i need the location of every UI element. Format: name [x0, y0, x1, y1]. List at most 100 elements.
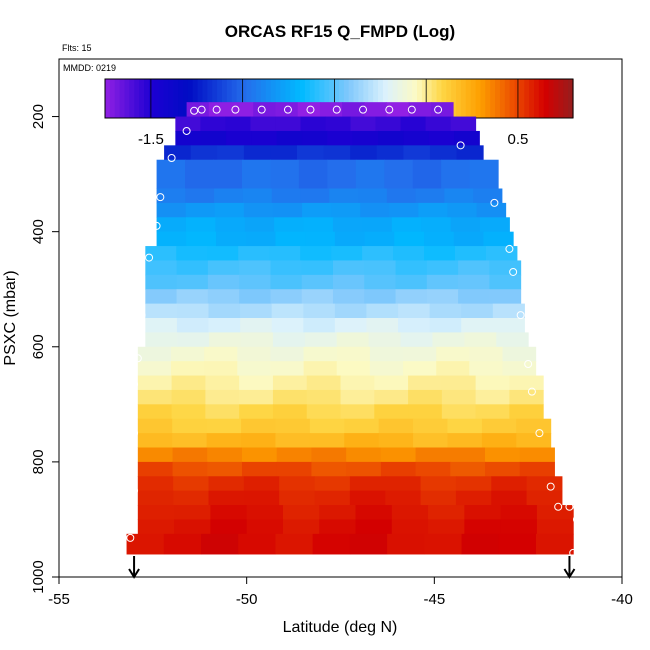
heatmap-cell [311, 461, 347, 477]
heatmap-cell [304, 332, 338, 348]
colorbar-swatch [300, 79, 306, 118]
heatmap-cell [374, 375, 409, 391]
heatmap-cell [241, 332, 274, 348]
heatmap-cell [172, 447, 208, 463]
heatmap-cell [428, 519, 465, 535]
heatmap-cell [204, 361, 238, 377]
heatmap-cell [137, 418, 173, 434]
heatmap-cell [450, 447, 486, 463]
heatmap-cell [432, 332, 465, 348]
x-tick-label: -55 [48, 591, 70, 608]
colorbar-swatch [412, 79, 418, 118]
heatmap-cell [300, 246, 332, 261]
heatmap-cell [447, 433, 483, 448]
heatmap-cell [415, 461, 451, 477]
heatmap-cell [450, 461, 486, 477]
heatmap-cell [426, 260, 459, 276]
colorbar-swatch [173, 79, 179, 118]
colorbar-swatch [290, 79, 296, 118]
heatmap-cell [485, 447, 521, 463]
heatmap-cell [201, 533, 239, 555]
heatmap-cell [334, 318, 367, 333]
heatmap-cell [205, 389, 240, 405]
heatmap-cell [413, 418, 448, 434]
heatmap-cell [204, 346, 238, 362]
heatmap-cell [241, 461, 278, 477]
heatmap-cell [334, 303, 367, 319]
heatmap-cell [200, 116, 226, 132]
sample-point [130, 486, 139, 495]
heatmap-cell [239, 289, 271, 305]
heatmap-cell [271, 303, 304, 319]
heatmap-cell [269, 246, 301, 261]
heatmap-cell [145, 303, 178, 319]
heatmap-cell [519, 461, 555, 477]
colorbar-swatch [246, 79, 252, 118]
heatmap-cell [176, 303, 210, 319]
heatmap-cell [272, 332, 306, 348]
heatmap-cell [271, 318, 304, 333]
heatmap-cell [475, 404, 510, 420]
heatmap-cell [535, 533, 574, 555]
heatmap-cell [364, 102, 387, 118]
heatmap-cell [303, 217, 334, 233]
heatmap-layers [126, 102, 574, 555]
heatmap-cell [243, 202, 274, 218]
heatmap-cell [502, 361, 537, 377]
heatmap-cell [270, 346, 305, 362]
heatmap-cell [378, 433, 414, 448]
colorbar-swatch [275, 79, 282, 118]
colorbar-swatch [568, 79, 574, 118]
colorbar-swatch [144, 79, 150, 118]
heatmap-cell [301, 260, 334, 276]
colorbar-swatch [373, 79, 379, 118]
heatmap-cell [519, 447, 555, 463]
heatmap-cell [309, 418, 345, 434]
colorbar-swatch [470, 79, 477, 118]
flight-arrow-head [128, 568, 140, 579]
colorbar-swatch [207, 79, 213, 118]
colorbar-swatch [480, 79, 486, 118]
heatmap-cell [364, 260, 397, 276]
heatmap-cell [358, 188, 388, 204]
sample-point [126, 533, 135, 542]
heatmap-cell [461, 533, 500, 555]
heatmap-cell [270, 361, 305, 377]
sample-point [359, 105, 368, 114]
sample-point [505, 244, 514, 253]
sample-point [569, 548, 578, 557]
heatmap-cell [272, 404, 308, 420]
colorbar [104, 78, 574, 119]
heatmap-cell [426, 289, 459, 305]
heatmap-cell [177, 332, 210, 348]
heatmap-cell [485, 461, 521, 477]
colorbar-swatch [397, 79, 403, 118]
colorbar-swatch [192, 79, 199, 118]
heatmap-cell [305, 231, 336, 247]
heatmap-cell [376, 145, 404, 161]
colorbar-swatch [534, 79, 540, 118]
heatmap-cell [415, 447, 451, 463]
heatmap-cell [340, 375, 375, 391]
heatmap-cell [332, 217, 363, 233]
colorbar-swatch [319, 79, 325, 118]
colorbar-swatch [563, 79, 569, 118]
heatmap-cell [275, 102, 299, 118]
colorbar-swatch [363, 79, 369, 118]
heatmap-cell [225, 116, 251, 132]
heatmap-cell [239, 274, 271, 290]
colorbar-swatch [426, 79, 433, 118]
heatmap-cell [176, 318, 210, 333]
heatmap-cell [297, 145, 325, 161]
heatmap-cell [145, 246, 177, 261]
heatmap-cell [386, 188, 417, 204]
heatmap-cell [270, 274, 303, 290]
heatmap-cell [455, 476, 492, 492]
heatmap-cell [240, 303, 273, 319]
heatmap-cell [270, 260, 303, 276]
heatmap-cell [458, 260, 490, 276]
heatmap-cell [418, 202, 448, 218]
heatmap-cell [336, 332, 370, 348]
heatmap-cell [270, 145, 298, 161]
heatmap-cell [206, 418, 242, 434]
